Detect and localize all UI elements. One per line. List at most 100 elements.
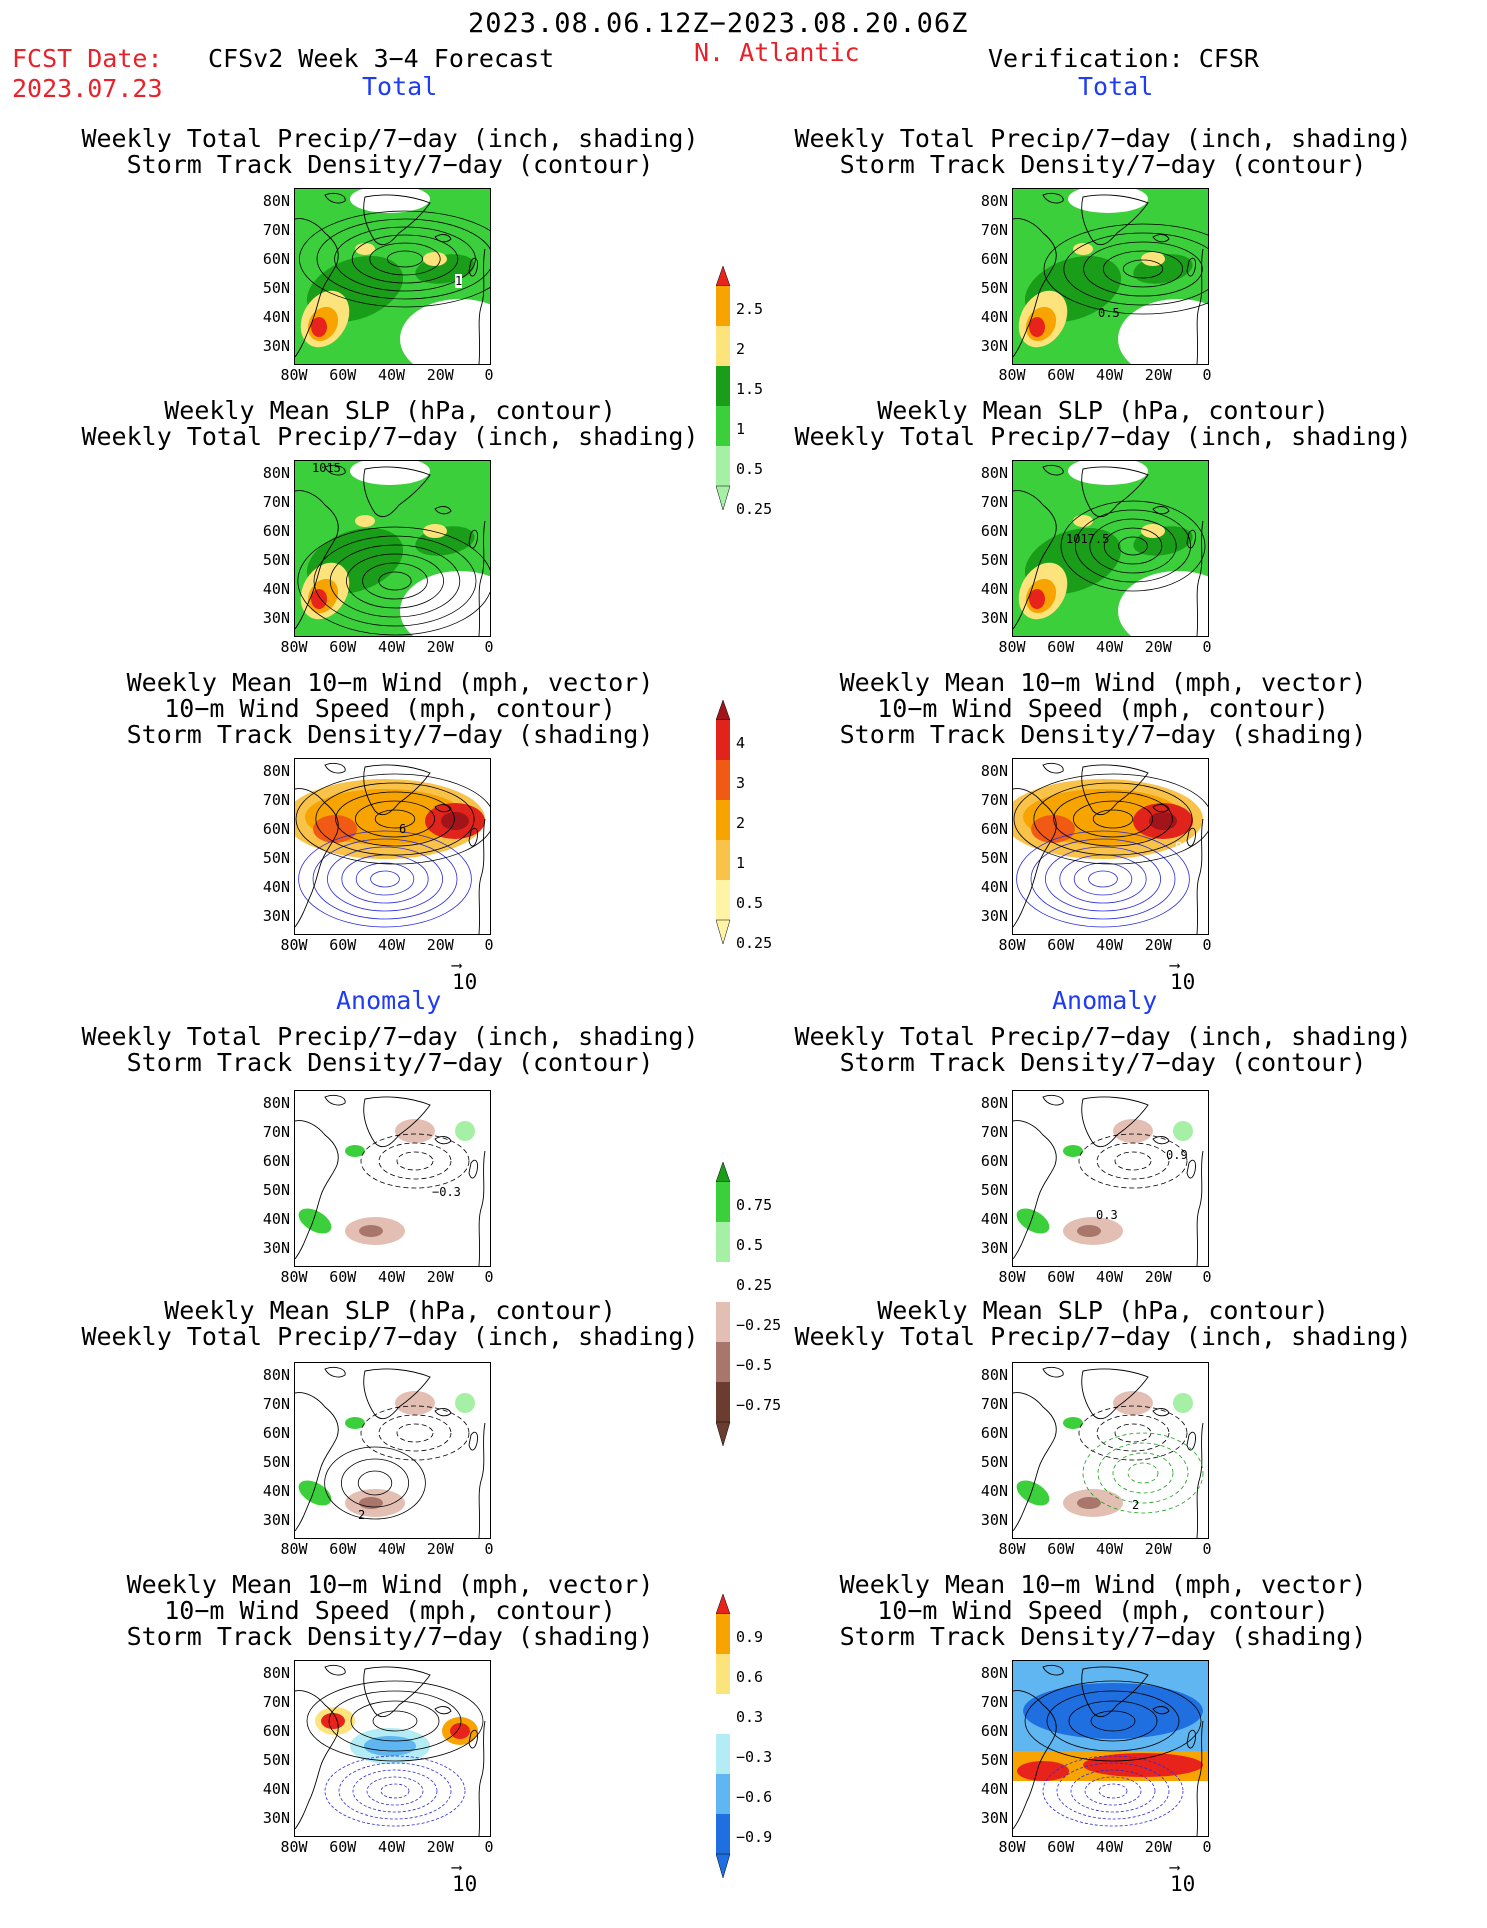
lat-tick-label: 70N [262, 1395, 290, 1413]
lat-tick-label: 40N [262, 1482, 290, 1500]
lat-tick-label: 30N [262, 907, 290, 925]
lat-tick-label: 60N [262, 1722, 290, 1740]
title-vf-anom-precip: Weekly Total Precip/7−day (inch, shading… [794, 1022, 1412, 1077]
lat-tick-label: 40N [262, 1780, 290, 1798]
lat-tick-label: 40N [980, 1482, 1008, 1500]
lat-tick-label: 70N [262, 493, 290, 511]
lon-tick-label: 80W [998, 366, 1026, 384]
lat-tick-label: 50N [262, 849, 290, 867]
title-fc-total-slp: Weekly Mean SLP (hPa, contour) Weekly Tot… [81, 396, 699, 451]
map-vf-total-precip [1012, 188, 1209, 365]
colorbar-tick-label: 2 [736, 340, 746, 358]
lat-tick-label: 40N [262, 1210, 290, 1228]
lat-tick-label: 60N [980, 1424, 1008, 1442]
section-total-verification: Total [1078, 72, 1154, 101]
lat-tick-label: 70N [262, 221, 290, 239]
colorbar-tick-label: 0.5 [736, 1236, 764, 1254]
lon-tick-label: 80W [998, 1540, 1026, 1558]
lat-tick-label: 30N [980, 1511, 1008, 1529]
lon-tick-label: 80W [998, 638, 1026, 656]
colorbar-tick-label: −0.6 [736, 1788, 773, 1806]
lat-tick-label: 60N [980, 1152, 1008, 1170]
lon-tick-label: 0 [484, 638, 494, 656]
vector-ref-fc-anom: ⟶ 10 [452, 1858, 478, 1897]
lat-tick-label: 70N [980, 221, 1008, 239]
lon-tick-label: 60W [329, 366, 357, 384]
lon-tick-label: 20W [426, 1540, 454, 1558]
lat-tick-label: 50N [262, 551, 290, 569]
lon-tick-label: 40W [377, 638, 406, 656]
lat-tick-label: 50N [980, 1453, 1008, 1471]
colorbar-tick-label: 0.75 [736, 1196, 773, 1214]
lon-tick-label: 20W [426, 1838, 454, 1856]
lat-tick-label: 80N [262, 1664, 290, 1682]
lat-tick-label: 60N [262, 1152, 290, 1170]
lon-tick-label: 80W [280, 936, 308, 954]
lon-tick-label: 40W [377, 1838, 406, 1856]
lon-tick-label: 40W [377, 366, 406, 384]
lon-tick-label: 40W [377, 1540, 406, 1558]
colorbar-storm-density-total [715, 699, 806, 994]
lat-tick-label: 70N [980, 493, 1008, 511]
lat-tick-label: 70N [262, 1123, 290, 1141]
lon-tick-label: 0 [484, 1540, 494, 1558]
lon-tick-label: 20W [426, 936, 454, 954]
title-vf-anom-slp: Weekly Mean SLP (hPa, contour) Weekly Tot… [794, 1296, 1412, 1351]
lon-tick-label: 0 [484, 366, 494, 384]
contour-label-fc-total-wind: 6 [399, 822, 407, 836]
lat-tick-label: 70N [262, 1693, 290, 1711]
contour-label-vf-total-slp: 1017.5 [1066, 532, 1110, 546]
lat-tick-label: 70N [980, 1395, 1008, 1413]
lat-tick-label: 60N [262, 820, 290, 838]
lat-tick-label: 60N [980, 250, 1008, 268]
lon-tick-label: 40W [1095, 1540, 1124, 1558]
lat-tick-label: 50N [980, 1181, 1008, 1199]
lon-tick-label: 40W [1095, 1268, 1124, 1286]
lat-tick-label: 40N [262, 580, 290, 598]
colorbar-tick-label: 2 [736, 814, 746, 832]
map-fc-anom-wind [294, 1660, 491, 1837]
verification-label: Verification: CFSR [988, 44, 1259, 73]
lon-tick-label: 60W [1047, 638, 1075, 656]
colorbar-tick-label: 1 [736, 854, 746, 872]
lat-tick-label: 40N [262, 878, 290, 896]
contour-label-fc-total-slp: 1015 [312, 461, 341, 475]
colorbar-tick-label: 0.3 [736, 1708, 764, 1726]
lat-tick-label: 50N [262, 1751, 290, 1769]
colorbar-tick-label: 0.5 [736, 894, 764, 912]
lat-tick-label: 50N [980, 279, 1008, 297]
lon-tick-label: 0 [1202, 936, 1212, 954]
lat-tick-label: 50N [980, 849, 1008, 867]
lat-tick-label: 40N [262, 308, 290, 326]
lat-tick-label: 30N [980, 1809, 1008, 1827]
colorbar-tick-label: 1 [736, 420, 746, 438]
vector-ref-vf-anom: ⟶ 10 [1170, 1858, 1196, 1897]
lat-tick-label: 30N [980, 907, 1008, 925]
lat-tick-label: 30N [262, 1239, 290, 1257]
colorbar-storm-density-anomaly [715, 1593, 806, 1928]
lat-tick-label: 30N [980, 609, 1008, 627]
lat-tick-label: 70N [262, 791, 290, 809]
lat-tick-label: 50N [262, 1181, 290, 1199]
section-anomaly-forecast: Anomaly [336, 986, 442, 1015]
lon-tick-label: 40W [1095, 936, 1124, 954]
lon-tick-label: 80W [998, 936, 1026, 954]
section-total-forecast: Total [362, 72, 438, 101]
colorbar-tick-label: 3 [736, 774, 746, 792]
lat-tick-label: 70N [980, 1123, 1008, 1141]
lat-tick-label: 60N [980, 820, 1008, 838]
lat-tick-label: 40N [980, 1210, 1008, 1228]
lon-tick-label: 40W [1095, 366, 1124, 384]
colorbar-tick-label: 4 [736, 734, 746, 752]
lon-tick-label: 40W [1095, 1838, 1124, 1856]
lat-tick-label: 80N [980, 1094, 1008, 1112]
lon-tick-label: 20W [1144, 1268, 1172, 1286]
title-vf-anom-wind: Weekly Mean 10−m Wind (mph, vector) 10−m … [839, 1570, 1367, 1651]
lon-tick-label: 80W [280, 638, 308, 656]
lat-tick-label: 40N [980, 308, 1008, 326]
lat-tick-label: 80N [980, 1664, 1008, 1682]
colorbar-tick-label: −0.75 [736, 1396, 782, 1414]
lat-tick-label: 30N [980, 1239, 1008, 1257]
lat-tick-label: 70N [980, 1693, 1008, 1711]
lat-tick-label: 30N [262, 1511, 290, 1529]
